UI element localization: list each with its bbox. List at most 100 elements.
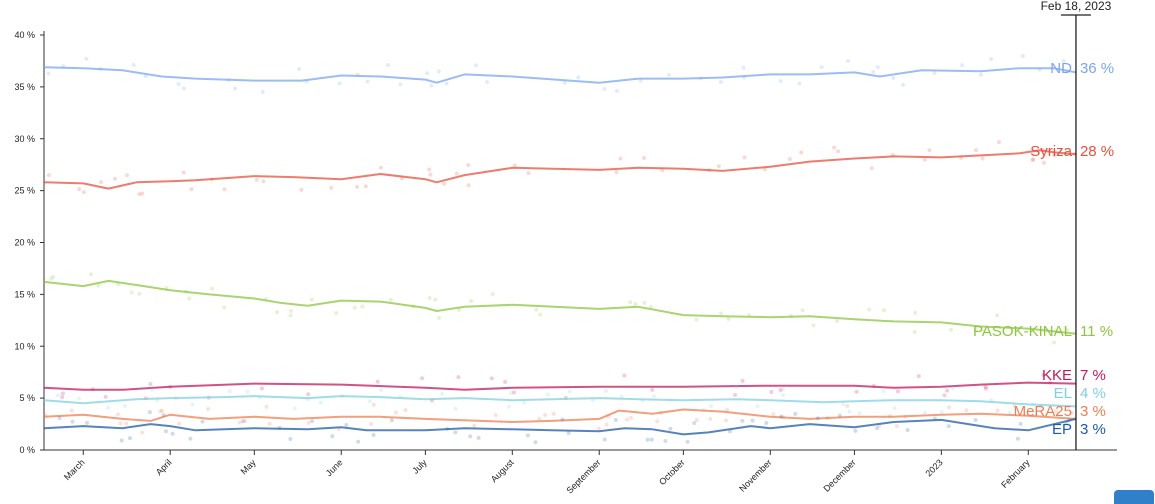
date-cursor[interactable]: Feb 18, 2023 — [1041, 0, 1112, 450]
poll-point — [466, 183, 471, 188]
series-value-label: 3 % — [1080, 403, 1106, 420]
x-tick-label: December — [821, 457, 857, 493]
poll-point — [603, 388, 608, 393]
poll-point — [567, 389, 572, 394]
poll-point — [329, 185, 334, 190]
settings-button[interactable] — [1114, 490, 1154, 504]
y-tick-label: 20 % — [14, 238, 35, 248]
y-tick-label: 15 % — [14, 289, 35, 299]
poll-point — [508, 390, 513, 395]
poll-point — [181, 86, 186, 91]
poll-point — [719, 311, 724, 316]
poll-point — [388, 297, 393, 302]
poll-point — [444, 81, 449, 86]
poll-point — [973, 148, 978, 153]
poll-point — [742, 155, 747, 160]
poll-point — [260, 89, 265, 94]
poll-point — [995, 313, 1000, 318]
poll-point — [881, 389, 886, 394]
poll-point — [950, 386, 955, 391]
poll-point — [375, 379, 380, 384]
poll-point — [981, 328, 986, 333]
poll-point — [613, 417, 618, 422]
poll-point — [543, 412, 548, 417]
series-value-label: 28 % — [1080, 143, 1114, 160]
poll-point — [371, 433, 376, 438]
poll-point — [875, 426, 880, 431]
poll-point — [60, 391, 65, 396]
poll-point — [1065, 327, 1070, 332]
poll-point — [177, 421, 182, 426]
poll-point — [318, 400, 323, 405]
poll-point — [57, 416, 62, 421]
poll-point — [638, 78, 643, 83]
poll-point — [99, 180, 104, 185]
series-name-label: EP — [1052, 421, 1072, 438]
poll-point — [137, 291, 142, 296]
poll-point — [337, 81, 342, 86]
poll-point — [442, 181, 447, 186]
poll-point — [306, 420, 311, 425]
poll-point — [264, 404, 269, 409]
poll-point — [841, 402, 846, 407]
poll-point — [716, 164, 721, 169]
poll-point — [913, 310, 918, 315]
poll-point — [960, 63, 965, 68]
poll-point — [811, 323, 816, 328]
poll-point — [946, 405, 951, 410]
poll-point — [642, 300, 647, 305]
x-tick-label: October — [657, 457, 687, 487]
series-name-label: KKE — [1042, 367, 1072, 384]
poll-point — [537, 416, 542, 421]
poll-point — [983, 386, 988, 391]
poll-point — [188, 436, 193, 441]
poll-point — [983, 384, 988, 389]
poll-point — [378, 165, 383, 170]
series-value-label: 11 % — [1080, 323, 1113, 340]
poll-point — [649, 437, 654, 442]
x-tick-label: June — [324, 457, 345, 478]
x-tick-label: September — [564, 457, 602, 495]
poll-point — [740, 378, 745, 383]
poll-point — [694, 317, 699, 322]
poll-point — [655, 419, 660, 424]
poll-point — [367, 399, 372, 404]
poll-point — [131, 63, 136, 68]
y-axis: 0 % 5 % 10 % 15 % 20 % 25 % 30 % 35 % 40 % — [14, 30, 45, 455]
poll-point — [330, 434, 335, 439]
poll-point — [365, 79, 370, 84]
poll-point — [769, 390, 774, 395]
poll-point — [533, 440, 538, 445]
poll-point — [709, 404, 714, 409]
series-mera25 — [43, 402, 1077, 435]
series-value-label: 7 % — [1080, 367, 1106, 384]
poll-point — [867, 307, 872, 312]
poll-point — [51, 274, 56, 279]
poll-point — [787, 157, 792, 162]
x-tick-label: November — [737, 457, 773, 493]
poll-point — [1052, 153, 1057, 158]
poll-point — [989, 57, 994, 62]
poll-point — [112, 176, 117, 181]
poll-point — [200, 419, 205, 424]
poll-point — [386, 62, 391, 67]
poll-point — [77, 187, 82, 192]
poll-point — [912, 330, 917, 335]
poll-point — [847, 409, 852, 414]
poll-point — [334, 311, 339, 316]
x-tick-label: August — [489, 457, 516, 484]
poll-point — [685, 439, 690, 444]
poll-point — [560, 417, 565, 422]
poll-point — [237, 420, 242, 425]
poll-point — [942, 393, 947, 398]
poll-point — [725, 407, 730, 412]
poll-point — [163, 429, 168, 434]
poll-point — [433, 297, 438, 302]
poll-point — [618, 156, 623, 161]
poll-point — [927, 148, 932, 153]
poll-point — [511, 390, 516, 395]
poll-point — [222, 187, 227, 192]
series-layer — [43, 53, 1078, 445]
poll-point — [88, 272, 93, 277]
poll-point — [259, 386, 264, 391]
